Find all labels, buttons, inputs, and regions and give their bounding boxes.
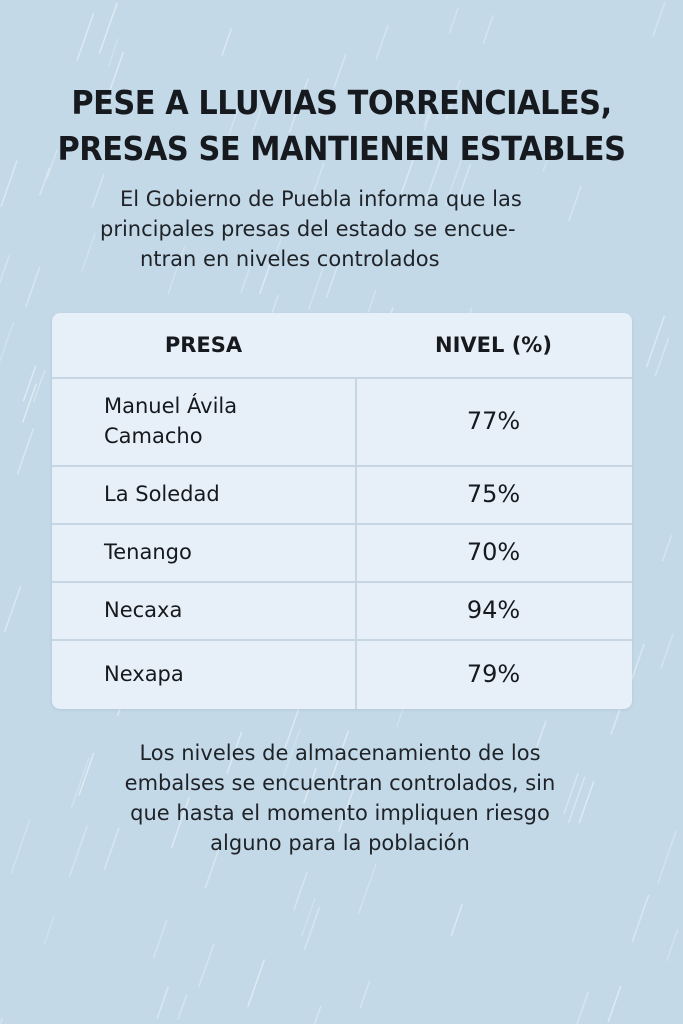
rain-streak	[177, 994, 188, 1021]
presa-name-line-2: Camacho	[104, 424, 203, 448]
rain-streak	[359, 980, 371, 1009]
presa-cell: La Soledad	[104, 482, 220, 506]
rain-streak	[300, 898, 316, 937]
rain-streak	[16, 428, 35, 475]
table-row: La Soledad 75%	[52, 465, 632, 525]
rain-streak	[22, 365, 37, 402]
rain-streak	[482, 14, 494, 45]
rain-streak	[631, 894, 650, 943]
rain-streak	[10, 818, 31, 874]
rain-streak	[32, 369, 46, 403]
presa-cell: Nexapa	[104, 662, 184, 686]
nivel-cell: 94%	[466, 596, 521, 624]
presa-name-line-1: Manuel Ávila	[104, 394, 238, 418]
rain-streak	[198, 943, 215, 988]
nivel-cell: 75%	[466, 480, 521, 508]
rain-streak	[357, 863, 377, 915]
presa-cell: Manuel Ávila Camacho	[52, 377, 355, 465]
rain-streak	[76, 13, 95, 61]
rain-streak	[81, 232, 96, 272]
rain-streak	[656, 830, 677, 884]
rain-streak	[25, 266, 41, 308]
rain-streak	[607, 985, 622, 1023]
rain-streak	[0, 160, 18, 208]
rain-streak	[156, 986, 170, 1020]
footer-line-4: alguno para la población	[210, 831, 470, 855]
rain-streak	[43, 916, 55, 945]
dam-levels-table: PRESA NIVEL (%) Manuel Ávila Camacho 77%…	[52, 313, 632, 709]
rain-streak	[221, 28, 233, 56]
rain-streak	[448, 7, 459, 34]
rain-streak	[21, 383, 37, 424]
rain-streak	[375, 24, 389, 61]
rain-streak	[152, 919, 168, 959]
table-header-row: PRESA NIVEL (%)	[52, 313, 632, 379]
rain-streak	[247, 959, 266, 1008]
header-nivel: NIVEL (%)	[435, 333, 552, 357]
presa-cell: Necaxa	[104, 598, 183, 622]
column-divider	[355, 377, 357, 709]
header-presa: PRESA	[164, 333, 243, 357]
rain-streak	[313, 1005, 322, 1024]
headline: PESE A LLUVIAS TORRENCIALES, PRESAS SE M…	[27, 80, 655, 172]
rain-streak	[652, 1, 666, 37]
footer-text: Los niveles de almacenamiento de los emb…	[70, 738, 610, 858]
rain-streak	[0, 1017, 4, 1024]
subtitle-line-2: principales presas del estado se encue-	[100, 217, 516, 241]
footer-line-2: embalses se encuentran controlados, sin	[124, 771, 556, 795]
subtitle-line-3: ntran en niveles controlados	[140, 247, 440, 271]
rain-streak	[576, 991, 589, 1024]
rain-streak	[38, 167, 51, 197]
rain-streak	[660, 633, 674, 669]
rain-streak	[107, 38, 119, 67]
rain-streak	[450, 904, 463, 937]
rain-streak	[98, 2, 118, 54]
subtitle: El Gobierno de Puebla informa que las pr…	[100, 184, 600, 274]
nivel-cell: 77%	[466, 407, 521, 435]
rain-streak	[0, 321, 15, 363]
headline-line-2: PRESAS SE MANTIENEN ESTABLES	[57, 129, 626, 168]
rain-streak	[654, 337, 670, 377]
rain-streak	[303, 906, 321, 951]
table-row: Necaxa 94%	[52, 581, 632, 641]
rain-streak	[292, 871, 308, 911]
rain-streak	[645, 315, 666, 368]
nivel-cell: 70%	[466, 538, 521, 566]
headline-line-1: PESE A LLUVIAS TORRENCIALES,	[71, 83, 612, 122]
footer-line-1: Los niveles de almacenamiento de los	[139, 741, 541, 765]
rain-streak	[665, 928, 679, 962]
table-row: Tenango 70%	[52, 523, 632, 583]
rain-streak	[3, 586, 22, 633]
table-row: Manuel Ávila Camacho 77%	[52, 377, 632, 467]
footer-line-3: que hasta el momento impliquen riesgo	[130, 801, 550, 825]
rain-streak	[661, 534, 673, 562]
rain-streak	[0, 254, 11, 285]
presa-cell: Tenango	[104, 540, 192, 564]
nivel-cell: 79%	[466, 660, 521, 688]
table-row: Nexapa 79%	[52, 639, 632, 709]
subtitle-line-1: El Gobierno de Puebla informa que las	[120, 187, 522, 211]
